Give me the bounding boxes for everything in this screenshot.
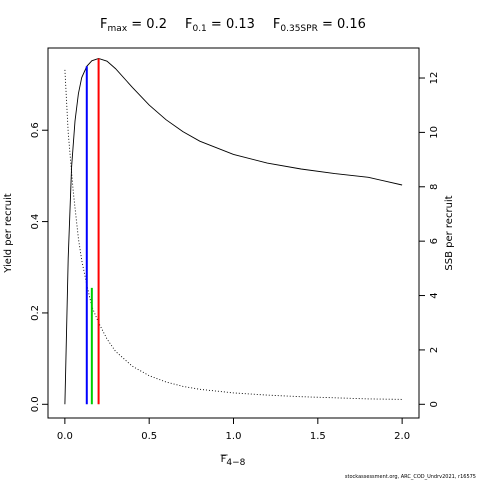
x-tick-label: 1.5 [310,431,326,442]
y-axis-right: 0 2 4 6 8 10 12 [419,72,440,407]
y-left-tick-label: 0.6 [30,122,41,138]
x-tick-label: 2.0 [394,431,410,442]
y-right-tick-label: 10 [429,126,440,139]
x-axis: 0.0 0.5 1.0 1.5 2.0 [57,417,410,442]
y-right-tick-label: 2 [429,347,440,353]
y-left-tick-label: 0.2 [30,305,41,321]
y-right-tick-label: 0 [429,401,440,407]
y-right-tick-label: 8 [429,184,440,190]
x-axis-title: F4−8 [221,454,246,468]
y-axis-left-title: Yield per recruit [3,193,14,274]
y-axis-left: 0.0 0.2 0.4 0.6 [30,122,48,412]
y-left-tick-label: 0.4 [30,214,41,230]
chart-title: Fmax = 0.2 F0.1 = 0.13 F0.35SPR = 0.16 [100,17,366,34]
y-axis-right-title: SSB per recruit [444,195,455,270]
y-left-tick-label: 0.0 [30,396,41,412]
reference-lines [85,58,100,405]
x-tick-label: 1.0 [226,431,242,442]
y-right-tick-label: 12 [429,72,440,85]
y-right-tick-label: 4 [429,292,440,298]
footer-note: stockassessment.org, ARC_COD_Undrv2021, … [345,474,476,480]
x-tick-label: 0.5 [141,431,157,442]
y-right-tick-label: 6 [429,238,440,244]
series-layer [64,58,403,405]
x-tick-label: 0.0 [57,431,73,442]
yield-per-recruit-line [64,58,403,405]
